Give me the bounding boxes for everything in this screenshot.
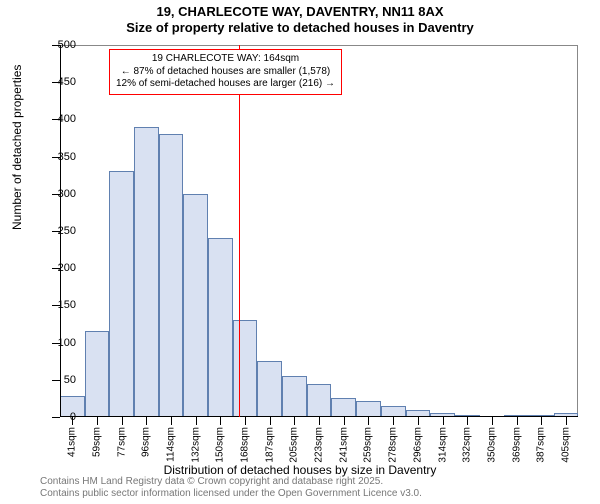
x-tick	[517, 417, 518, 425]
x-tick-label: 223sqm	[314, 427, 325, 463]
annotation-line3: 12% of semi-detached houses are larger (…	[116, 78, 335, 91]
x-tick-label: 168sqm	[240, 427, 251, 463]
x-tick-label: 41sqm	[67, 427, 78, 457]
x-tick-label: 59sqm	[92, 427, 103, 457]
x-tick	[245, 417, 246, 425]
x-tick	[443, 417, 444, 425]
y-tick-label: 400	[36, 113, 76, 125]
y-tick-label: 0	[36, 411, 76, 423]
x-tick	[541, 417, 542, 425]
histogram-bar	[134, 127, 159, 417]
x-tick	[294, 417, 295, 425]
histogram-bar	[307, 384, 332, 417]
histogram-bar	[282, 376, 307, 417]
x-tick	[492, 417, 493, 425]
x-tick	[146, 417, 147, 425]
x-tick-label: 296sqm	[412, 427, 423, 463]
histogram-bar	[331, 398, 356, 417]
x-tick	[171, 417, 172, 425]
chart-area: 41sqm59sqm77sqm96sqm114sqm132sqm150sqm16…	[60, 45, 578, 417]
x-tick-label: 241sqm	[338, 427, 349, 463]
x-tick	[97, 417, 98, 425]
x-tick-label: 369sqm	[511, 427, 522, 463]
y-tick-label: 150	[36, 299, 76, 311]
y-tick-label: 200	[36, 262, 76, 274]
x-tick-label: 132sqm	[190, 427, 201, 463]
y-tick-label: 500	[36, 39, 76, 51]
histogram-bar	[109, 171, 134, 417]
x-tick	[418, 417, 419, 425]
y-tick-label: 250	[36, 225, 76, 237]
y-tick-label: 450	[36, 76, 76, 88]
x-tick-label: 96sqm	[141, 427, 152, 457]
x-tick	[220, 417, 221, 425]
y-tick-label: 300	[36, 188, 76, 200]
x-tick	[393, 417, 394, 425]
footer-line1: Contains HM Land Registry data © Crown c…	[40, 476, 422, 488]
histogram-bar	[257, 361, 282, 417]
x-tick	[467, 417, 468, 425]
x-tick-label: 114sqm	[166, 427, 177, 462]
histogram-bar	[233, 320, 258, 417]
x-tick	[122, 417, 123, 425]
x-tick-label: 205sqm	[289, 427, 300, 463]
x-tick	[344, 417, 345, 425]
x-tick-label: 332sqm	[462, 427, 473, 463]
x-tick-label: 387sqm	[536, 427, 547, 463]
x-tick-label: 259sqm	[363, 427, 374, 463]
y-tick-label: 50	[36, 374, 76, 386]
marker-line	[239, 45, 240, 417]
x-tick	[196, 417, 197, 425]
page-title: 19, CHARLECOTE WAY, DAVENTRY, NN11 8AX	[0, 4, 600, 19]
histogram-bar	[356, 401, 381, 417]
histogram-bar	[159, 134, 184, 417]
y-tick-label: 350	[36, 151, 76, 163]
x-axis-label: Distribution of detached houses by size …	[0, 463, 600, 477]
x-tick	[566, 417, 567, 425]
annotation-line2: ← 87% of detached houses are smaller (1,…	[116, 66, 335, 79]
footer-line2: Contains public sector information licen…	[40, 488, 422, 500]
x-tick-label: 314sqm	[437, 427, 448, 463]
histogram-bar	[85, 331, 110, 417]
x-tick-label: 150sqm	[215, 427, 226, 463]
page-subtitle: Size of property relative to detached ho…	[0, 20, 600, 35]
y-tick-label: 100	[36, 337, 76, 349]
y-axis-label: Number of detached properties	[10, 65, 24, 230]
histogram-bar	[208, 238, 233, 417]
x-tick	[368, 417, 369, 425]
x-tick-label: 405sqm	[560, 427, 571, 463]
footer: Contains HM Land Registry data © Crown c…	[40, 476, 422, 500]
x-tick-label: 278sqm	[388, 427, 399, 463]
annotation-box: 19 CHARLECOTE WAY: 164sqm ← 87% of detac…	[109, 49, 342, 95]
x-tick-label: 187sqm	[264, 427, 275, 463]
x-tick	[319, 417, 320, 425]
histogram-bar	[183, 194, 208, 417]
x-tick-label: 77sqm	[116, 427, 127, 457]
x-tick-label: 350sqm	[486, 427, 497, 463]
x-tick	[270, 417, 271, 425]
annotation-line1: 19 CHARLECOTE WAY: 164sqm	[116, 53, 335, 66]
